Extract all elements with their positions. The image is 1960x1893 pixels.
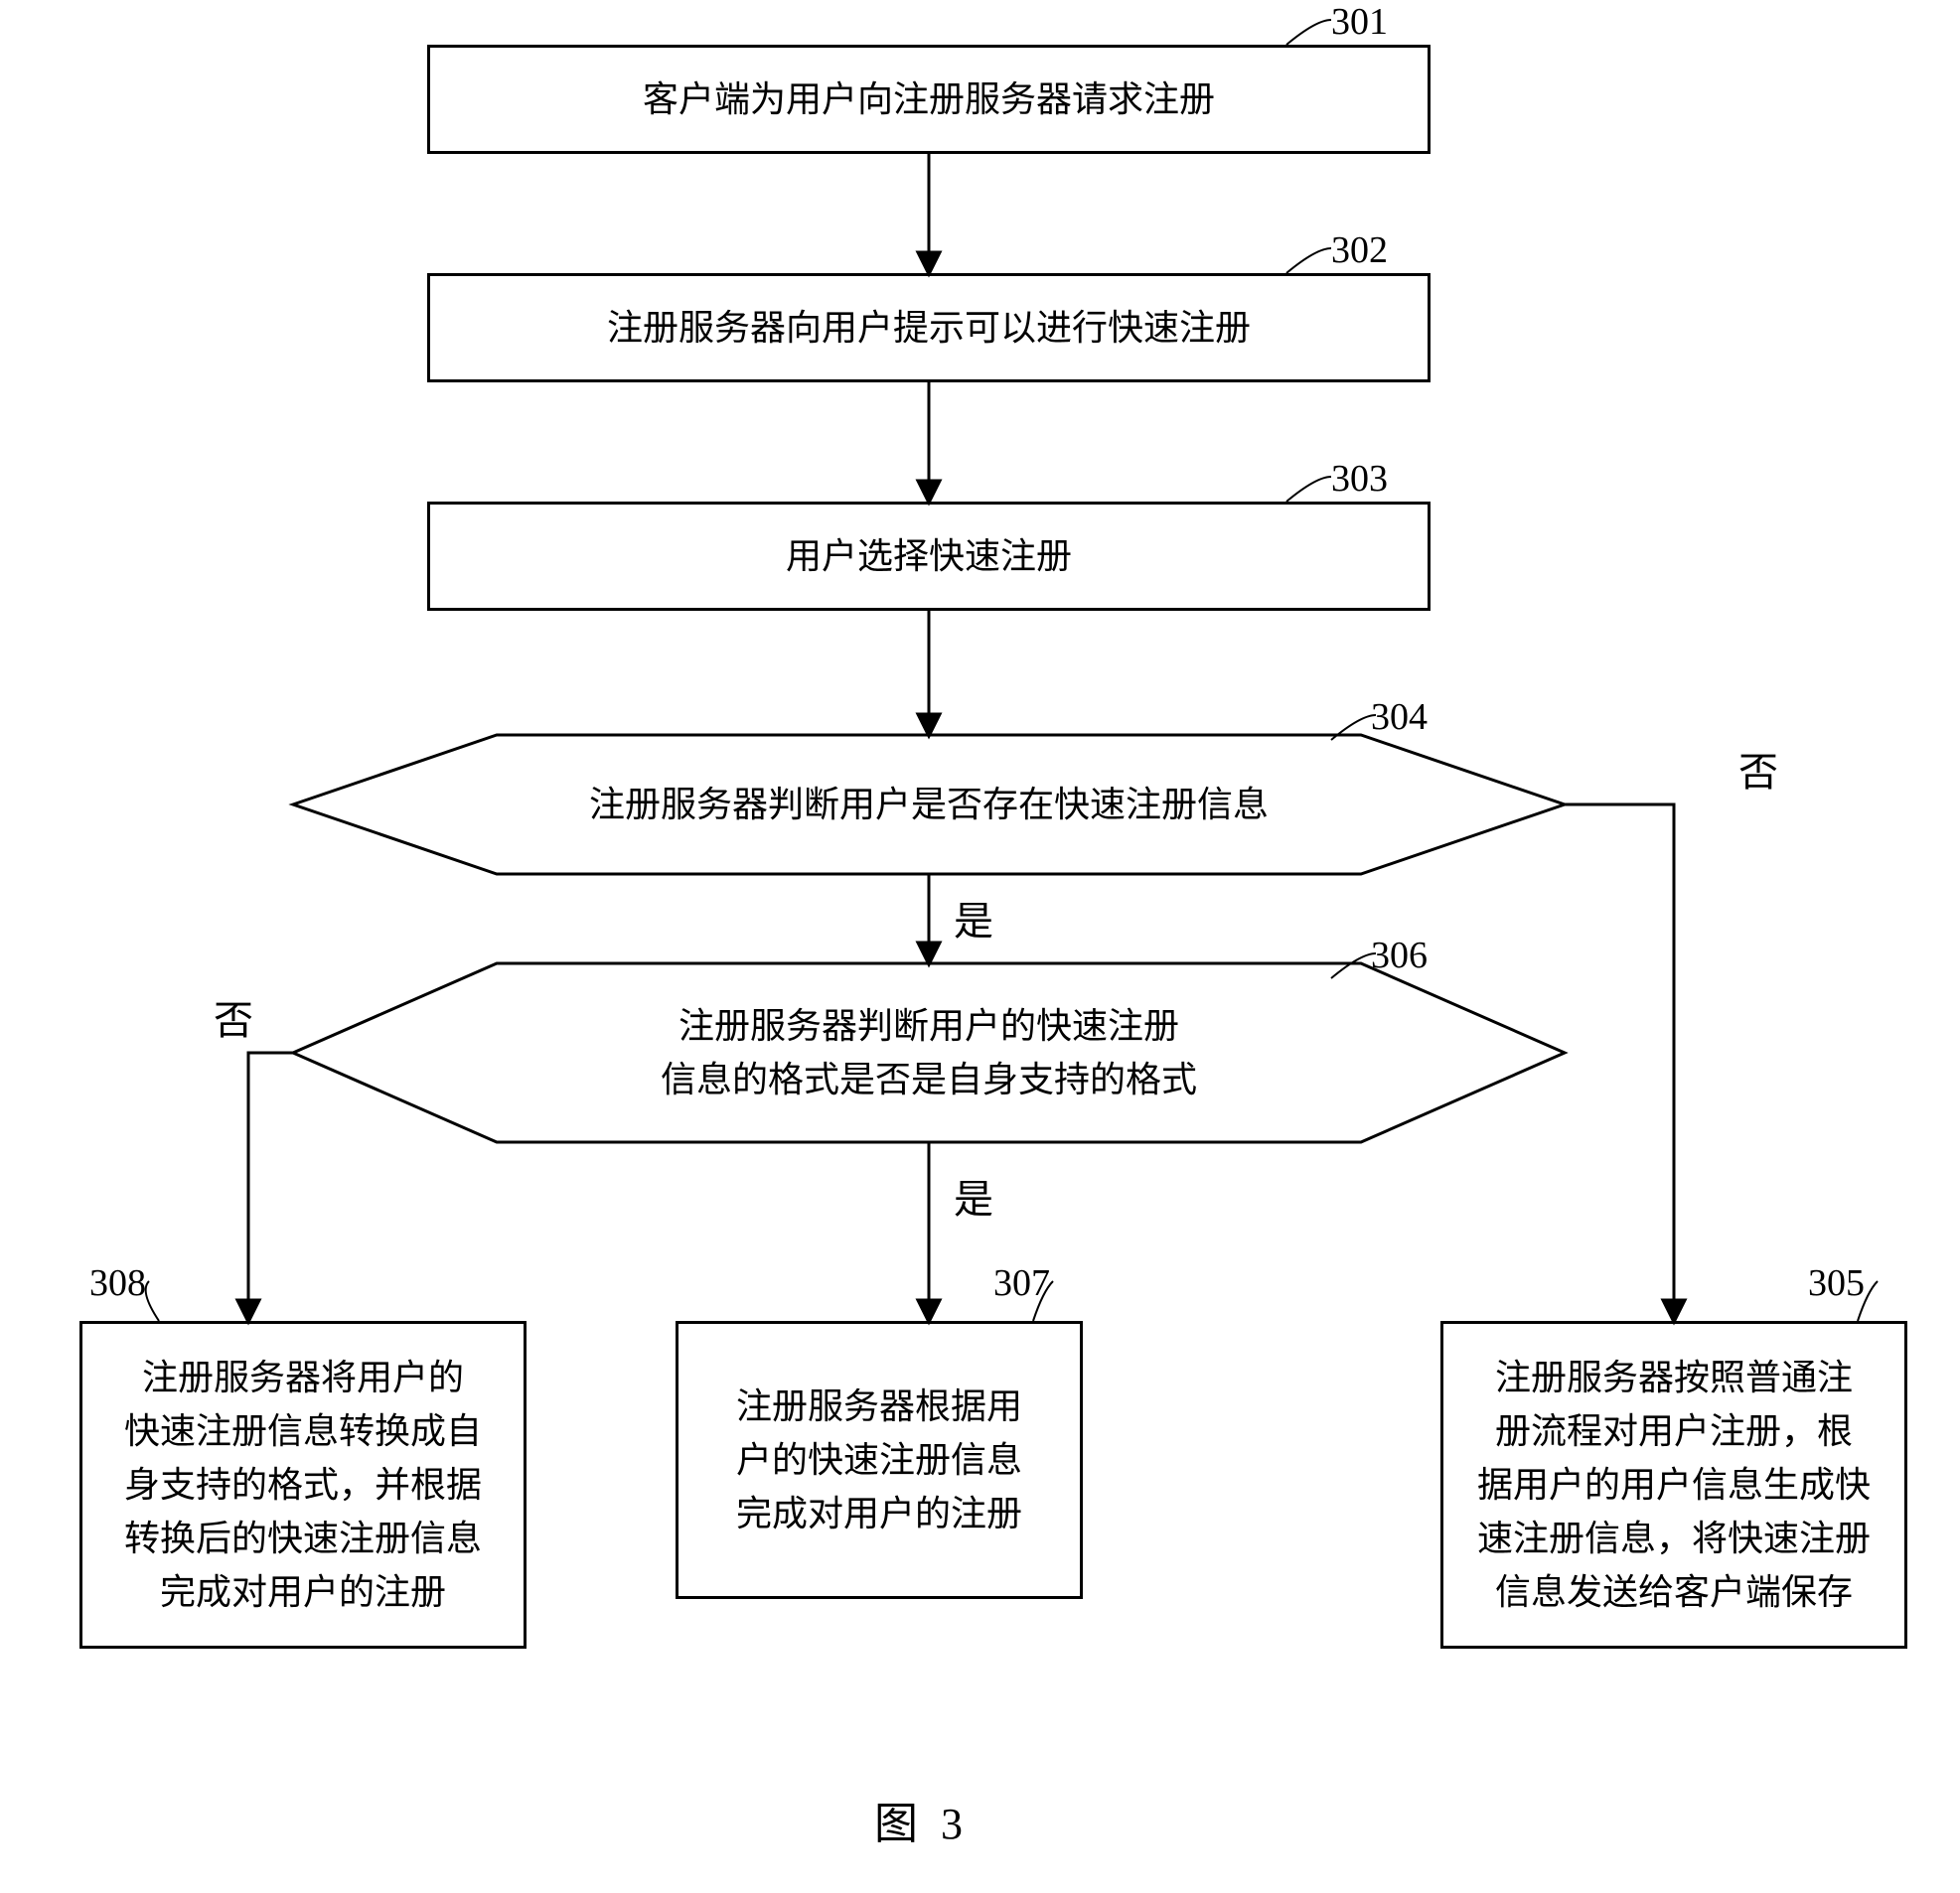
node-303-text: 用户选择快速注册 [786, 529, 1072, 583]
node-303: 用户选择快速注册 [427, 502, 1431, 611]
label-303: 303 [1331, 457, 1388, 501]
edge-no-304: 否 [1738, 740, 1778, 798]
figure-caption: 图 3 [874, 1788, 969, 1851]
node-301-text: 客户端为用户向注册服务器请求注册 [643, 73, 1215, 126]
node-304: 注册服务器判断用户是否存在快速注册信息 [293, 735, 1565, 874]
label-302: 302 [1331, 228, 1388, 272]
node-308-text: 注册服务器将用户的 快速注册信息转换成自 身支持的格式，并根据 转换后的快速注册… [124, 1351, 482, 1619]
label-308: 308 [89, 1261, 146, 1305]
label-306: 306 [1371, 934, 1428, 977]
node-305: 注册服务器按照普通注 册流程对用户注册，根 据用户的用户信息生成快 速注册信息，… [1440, 1321, 1907, 1649]
node-302-text: 注册服务器向用户提示可以进行快速注册 [607, 301, 1251, 355]
node-307-text: 注册服务器根据用 户的快速注册信息 完成对用户的注册 [736, 1380, 1022, 1540]
node-302: 注册服务器向用户提示可以进行快速注册 [427, 273, 1431, 382]
node-308: 注册服务器将用户的 快速注册信息转换成自 身支持的格式，并根据 转换后的快速注册… [79, 1321, 527, 1649]
node-304-text: 注册服务器判断用户是否存在快速注册信息 [589, 778, 1269, 831]
label-307: 307 [993, 1261, 1050, 1305]
edge-yes-304: 是 [954, 889, 993, 946]
node-306: 注册服务器判断用户的快速注册 信息的格式是否是自身支持的格式 [293, 963, 1565, 1142]
node-306-text: 注册服务器判断用户的快速注册 信息的格式是否是自身支持的格式 [661, 999, 1197, 1106]
node-307: 注册服务器根据用 户的快速注册信息 完成对用户的注册 [676, 1321, 1083, 1599]
node-301: 客户端为用户向注册服务器请求注册 [427, 45, 1431, 154]
edge-no-306: 否 [214, 988, 253, 1046]
node-305-text: 注册服务器按照普通注 册流程对用户注册，根 据用户的用户信息生成快 速注册信息，… [1477, 1351, 1871, 1619]
label-305: 305 [1808, 1261, 1865, 1305]
label-301: 301 [1331, 0, 1388, 44]
edge-yes-306: 是 [954, 1167, 993, 1225]
label-304: 304 [1371, 695, 1428, 739]
